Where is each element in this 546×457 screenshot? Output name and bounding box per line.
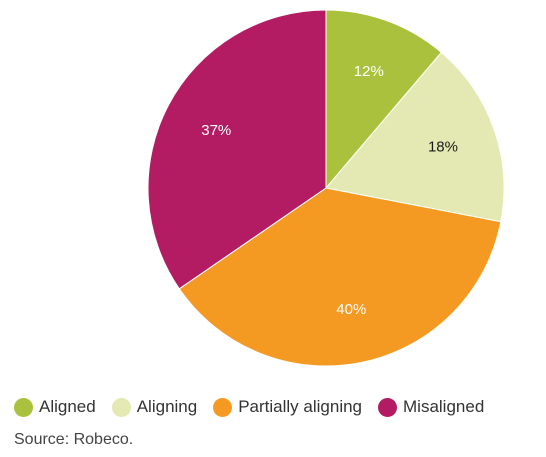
legend-label-partially-aligning: Partially aligning: [238, 397, 363, 416]
legend-swatch-aligned: [14, 397, 33, 417]
pie-slice-aligned: [325, 9, 443, 190]
pie-label-partially-aligning: 40%: [336, 301, 366, 318]
pie-slice-misaligned: [147, 9, 327, 290]
legend-item-aligned: Aligned: [14, 397, 96, 417]
legend: Aligned Aligning Partially aligning Misa…: [14, 397, 484, 417]
legend-label-aligned: Aligned: [39, 397, 96, 416]
pie-label-aligning: 18%: [428, 138, 458, 155]
pie-slice-aligning: [325, 51, 505, 223]
pie-label-misaligned: 37%: [201, 122, 231, 139]
legend-swatch-partially-aligning: [213, 397, 233, 417]
pie-slice-partially-aligning: [178, 187, 502, 367]
legend-label-misaligned: Misaligned: [403, 397, 485, 416]
pie-label-aligned: 12%: [354, 63, 384, 80]
source-note: Source: Robeco.: [14, 431, 134, 448]
legend-item-misaligned: Misaligned: [378, 397, 484, 417]
pie-slices: [147, 9, 505, 367]
pie-labels: 12% 18% 40% 37%: [201, 63, 458, 318]
legend-item-aligning: Aligning: [111, 397, 198, 417]
legend-swatch-misaligned: [378, 397, 398, 417]
pie-chart: 12% 18% 40% 37%: [147, 9, 505, 367]
legend-item-partially-aligning: Partially aligning: [213, 397, 362, 417]
legend-swatch-aligning: [111, 397, 131, 417]
legend-label-aligning: Aligning: [136, 397, 198, 416]
